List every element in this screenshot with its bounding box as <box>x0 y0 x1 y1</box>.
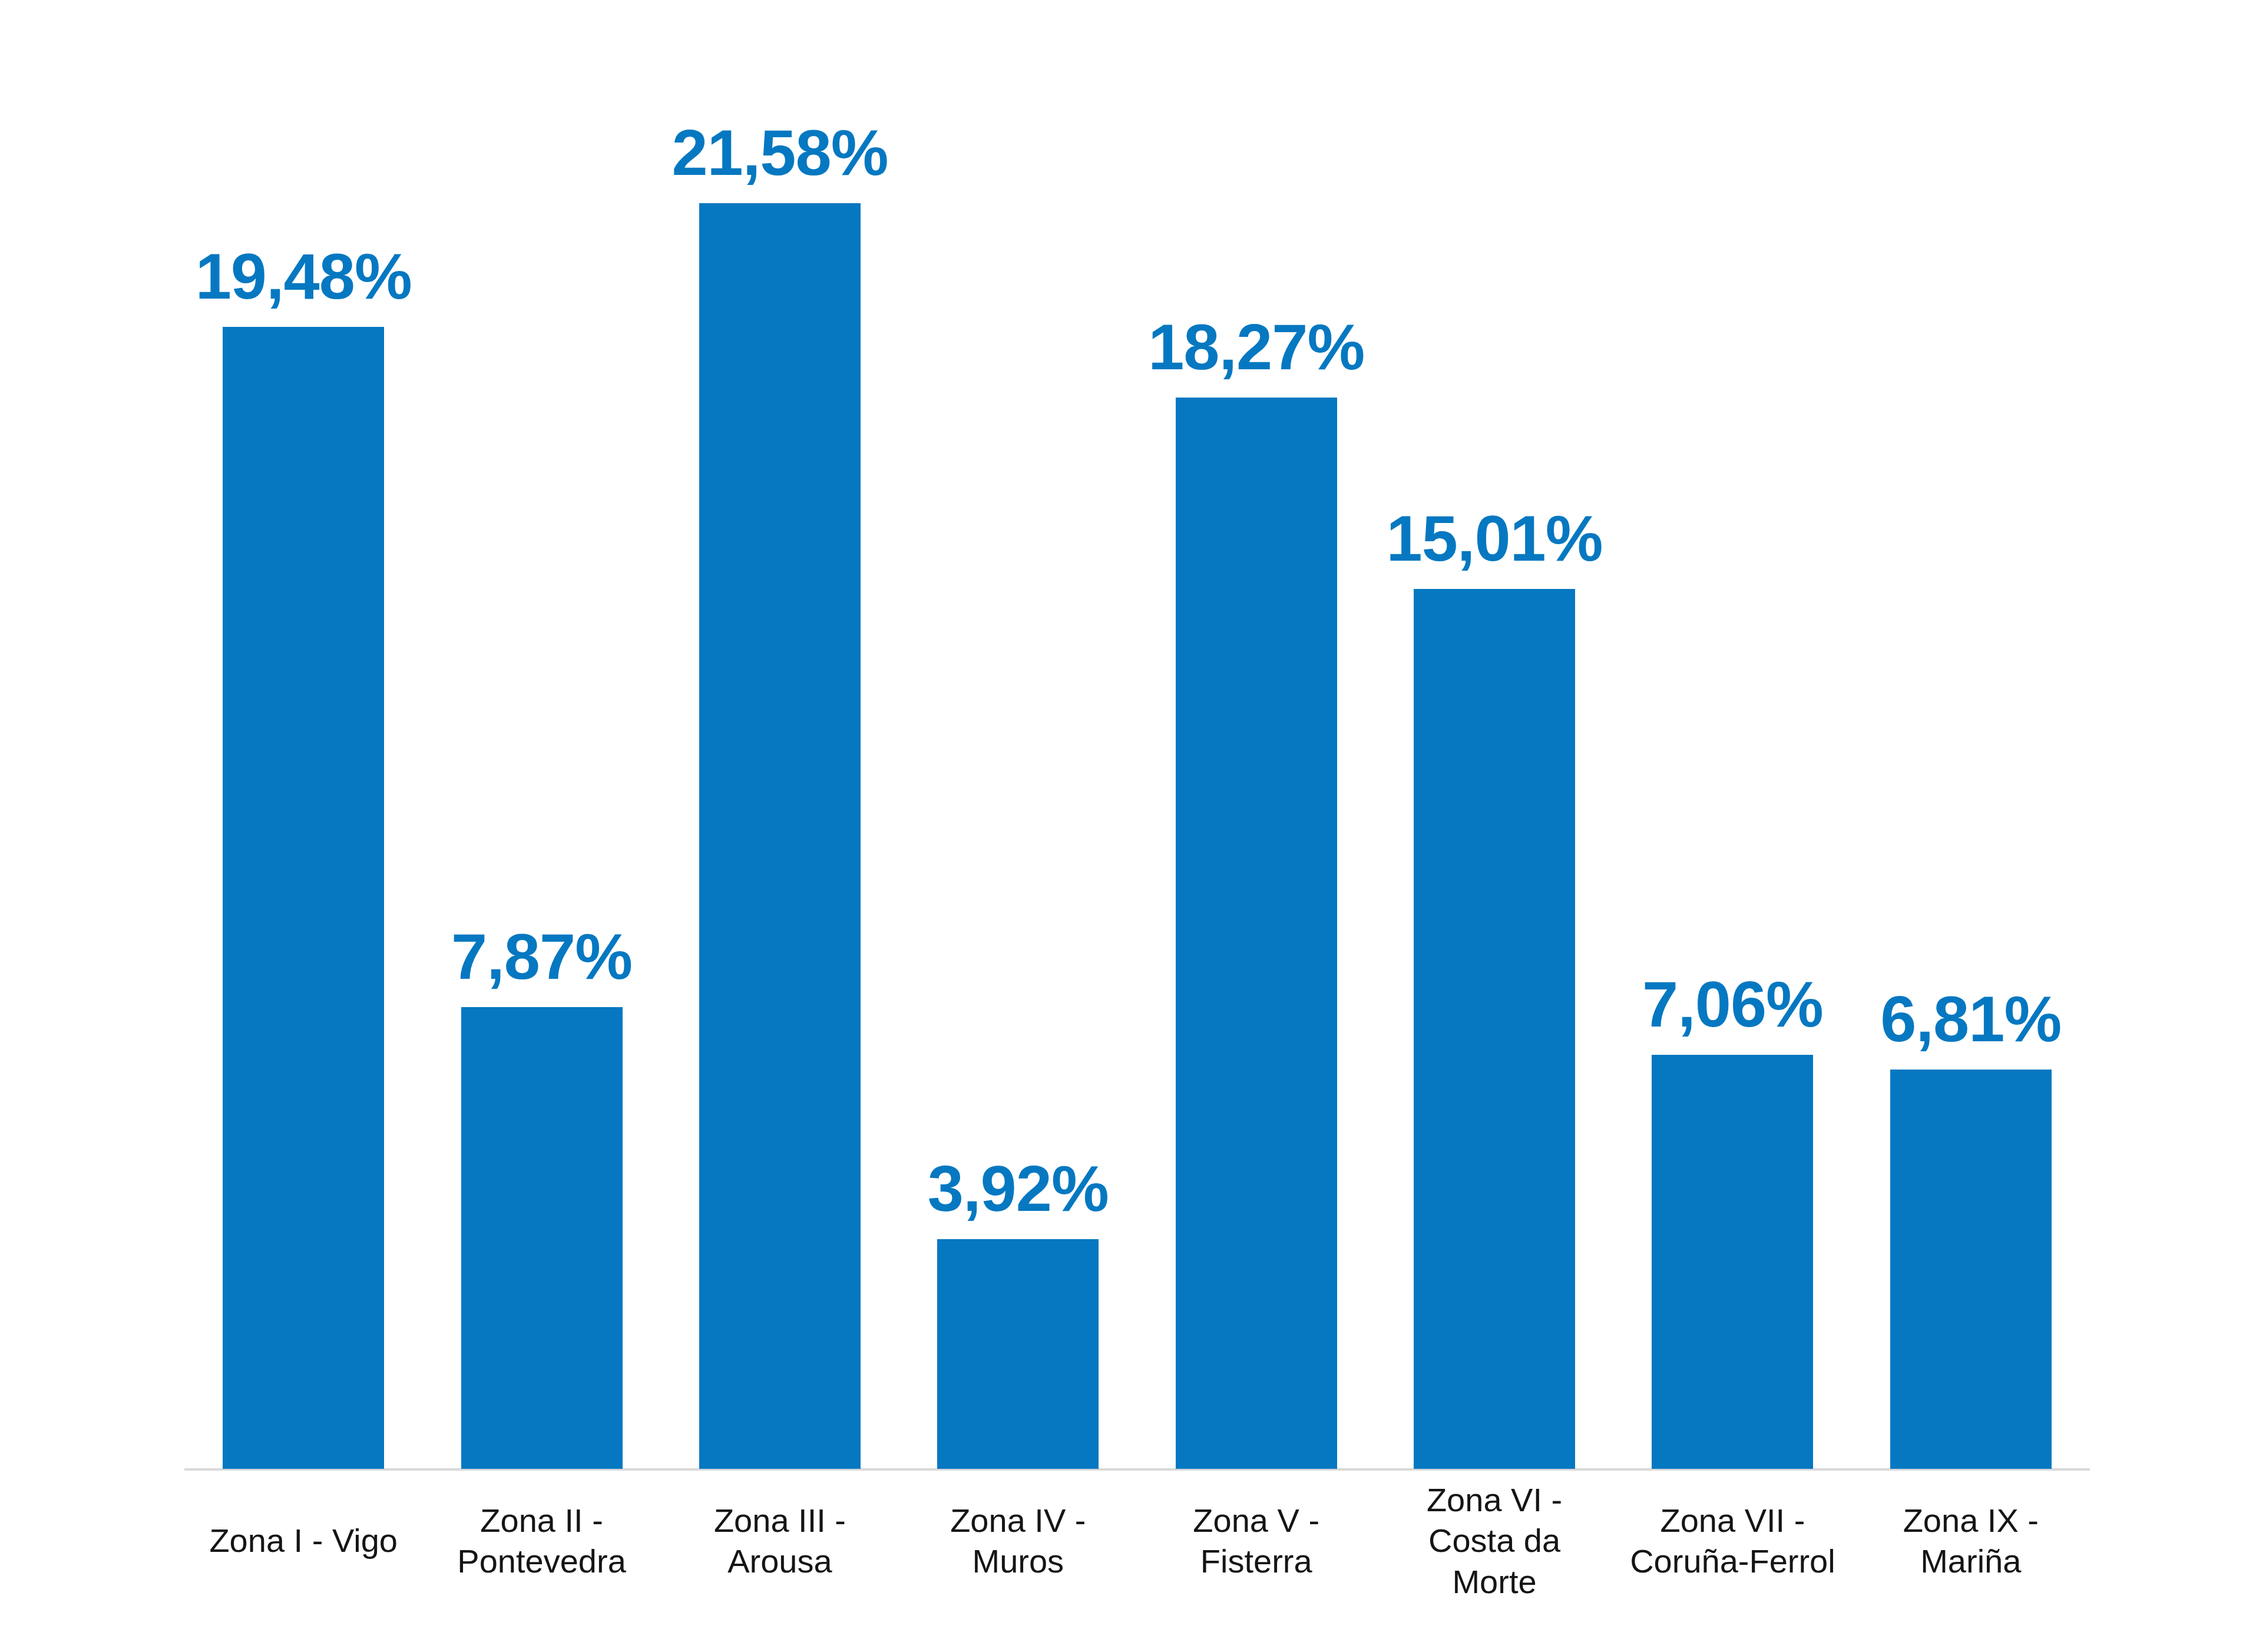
bar-slot: 6,81% <box>1852 0 2090 1469</box>
bar-value-label: 7,87% <box>451 921 632 992</box>
x-axis-labels: Zona I - VigoZona II - PontevedraZona II… <box>184 1475 2090 1606</box>
x-axis-category-label: Zona I - Vigo <box>184 1475 422 1606</box>
bar <box>1414 589 1575 1469</box>
bar <box>1176 398 1337 1469</box>
x-axis-category-label: Zona VII - Coruña-Ferrol <box>1613 1475 1851 1606</box>
bar-slot: 21,58% <box>661 0 899 1469</box>
bar-value-label: 6,81% <box>1880 983 2061 1054</box>
bar <box>461 1007 623 1469</box>
bar-slot: 3,92% <box>899 0 1137 1469</box>
bar-slot: 7,87% <box>422 0 660 1469</box>
bar-chart-canvas: 19,48% 7,87% 21,58% 3,92% 18,27% 15,01% 7,06% 6… <box>0 0 2246 1652</box>
bar-value-label: 19,48% <box>196 240 412 312</box>
bar <box>1652 1055 1813 1469</box>
x-axis-category-label: Zona VI - Costa da Morte <box>1375 1475 1613 1606</box>
bar-value-label: 18,27% <box>1148 311 1364 382</box>
bar-slot: 7,06% <box>1613 0 1851 1469</box>
bar-value-label: 3,92% <box>928 1153 1109 1224</box>
bar <box>1890 1070 2052 1469</box>
bar-value-label: 21,58% <box>672 117 888 188</box>
bar-value-label: 7,06% <box>1642 968 1823 1039</box>
bar-slot: 18,27% <box>1137 0 1375 1469</box>
bar-value-label: 15,01% <box>1387 502 1603 574</box>
x-axis-category-label: Zona IV - Muros <box>899 1475 1137 1606</box>
bar-slot: 19,48% <box>184 0 422 1469</box>
bar <box>699 203 861 1469</box>
plot-area: 19,48% 7,87% 21,58% 3,92% 18,27% 15,01% 7,06% 6… <box>184 0 2090 1469</box>
bar <box>223 327 384 1469</box>
bar <box>937 1239 1099 1469</box>
bar-slot: 15,01% <box>1375 0 1613 1469</box>
x-axis-category-label: Zona IX - Mariña <box>1852 1475 2090 1606</box>
x-axis-category-label: Zona III - Arousa <box>661 1475 899 1606</box>
x-axis-category-label: Zona V - Fisterra <box>1137 1475 1375 1606</box>
x-axis-category-label: Zona II - Pontevedra <box>422 1475 660 1606</box>
